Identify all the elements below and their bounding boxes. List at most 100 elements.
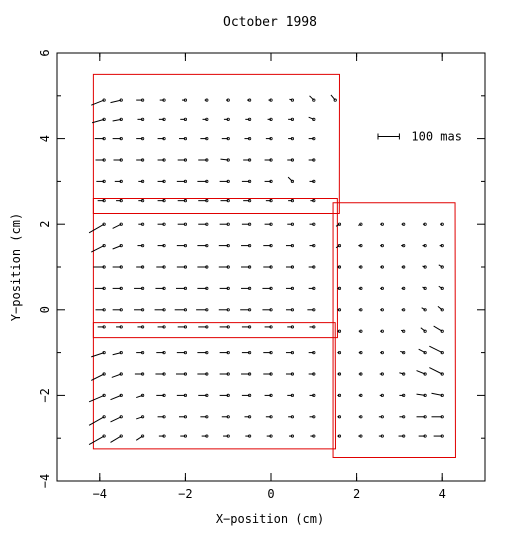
vector-origin	[248, 393, 252, 397]
vector-origin	[102, 158, 106, 162]
vector-origin	[162, 350, 166, 355]
vector-origin	[119, 325, 123, 329]
y-axis: −4 −2 0 2 4 6	[38, 49, 485, 488]
vector-origin	[359, 350, 363, 355]
vector-origin	[183, 308, 187, 312]
vector-origin	[337, 372, 342, 376]
vector-origin	[119, 117, 123, 121]
vector-origin	[141, 415, 145, 419]
vector-origin	[290, 325, 294, 329]
vector-origin	[205, 393, 209, 397]
vector-origin	[226, 179, 230, 183]
vector-origin	[141, 179, 145, 183]
vector-origin	[205, 158, 209, 162]
vector-origin	[248, 415, 252, 419]
vector-origin	[337, 393, 342, 397]
vector-origin	[205, 308, 209, 312]
vector-origin	[290, 179, 294, 183]
vector-origin	[380, 265, 384, 269]
vector-origin	[269, 265, 273, 269]
vector-arrow	[91, 352, 105, 358]
vector-origin	[226, 222, 230, 226]
vector-origin	[205, 199, 209, 203]
vector-origin	[269, 199, 273, 203]
vector-origin	[423, 350, 427, 355]
vector-origin	[269, 415, 273, 419]
vector-origin	[440, 372, 444, 376]
vector-origin	[119, 158, 123, 162]
vector-origin	[402, 308, 406, 312]
vector-origin	[141, 434, 145, 438]
vector-origin	[423, 222, 427, 226]
vector-origin	[119, 244, 123, 248]
vector-origin	[359, 286, 363, 290]
vector-origin	[119, 350, 123, 355]
vector-arrow	[335, 223, 340, 227]
y-tick-label: 6	[38, 49, 52, 56]
vector-origin	[402, 350, 406, 355]
vector-arrow	[399, 372, 404, 375]
vector-origin	[205, 350, 209, 355]
vector-arrow	[91, 118, 105, 124]
vector-origin	[226, 286, 230, 290]
vector-origin	[183, 158, 187, 162]
vector-origin	[205, 117, 209, 121]
vector-origin	[226, 158, 230, 162]
y-axis-label: Y−position (cm)	[9, 213, 23, 321]
vector-origin	[290, 158, 294, 162]
vector-origin	[423, 244, 427, 248]
vector-origin	[290, 415, 294, 419]
vector-origin	[312, 415, 316, 419]
vector-origin	[102, 244, 106, 248]
x-axis: −4 −2 0 2 4	[93, 53, 446, 501]
vector-origin	[205, 98, 209, 102]
vector-origin	[183, 325, 187, 329]
vector-origin	[440, 265, 444, 269]
vector-origin	[141, 372, 145, 376]
vector-origin	[162, 325, 166, 329]
vector-origin	[183, 222, 187, 226]
vector-arrow	[110, 435, 122, 443]
vector-origin	[248, 199, 252, 203]
vector-origin	[269, 393, 273, 397]
vector-origin	[440, 329, 444, 333]
vector-origin	[359, 415, 363, 419]
vector-origin	[312, 179, 316, 183]
vector-origin	[440, 393, 444, 397]
vector-origin	[248, 179, 252, 183]
vector-origin	[226, 372, 230, 376]
vector-origin	[337, 329, 342, 333]
vector-origin	[205, 325, 209, 329]
vector-origin	[290, 98, 294, 102]
vector-origin	[205, 286, 209, 290]
vector-origin	[290, 265, 294, 269]
vector-origin	[269, 117, 273, 121]
vector-origin	[162, 244, 166, 248]
vector-origin	[359, 434, 363, 438]
vector-origin	[162, 308, 166, 312]
vector-origin	[312, 199, 316, 203]
vector-origin	[183, 415, 187, 419]
vector-origin	[205, 265, 209, 269]
vector-origin	[312, 244, 316, 248]
vector-origin	[402, 222, 406, 226]
vector-origin	[269, 372, 273, 376]
vector-origin	[380, 286, 384, 290]
vector-origin	[290, 199, 294, 203]
vector-origin	[162, 265, 166, 269]
vector-origin	[312, 265, 316, 269]
vector-origin	[290, 372, 294, 376]
vector-origin	[402, 265, 406, 269]
vector-origin	[141, 222, 145, 226]
vector-origin	[290, 393, 294, 397]
vector-origin	[402, 434, 406, 438]
vector-origin	[248, 244, 252, 248]
vector-arrow	[438, 264, 443, 268]
y-tick-label: −2	[38, 388, 52, 402]
vector-origin	[102, 372, 106, 376]
vector-origin	[248, 117, 252, 121]
vector-origin	[141, 350, 145, 355]
vector-origin	[162, 393, 166, 397]
vector-origin	[423, 308, 427, 312]
vector-origin	[183, 98, 187, 102]
